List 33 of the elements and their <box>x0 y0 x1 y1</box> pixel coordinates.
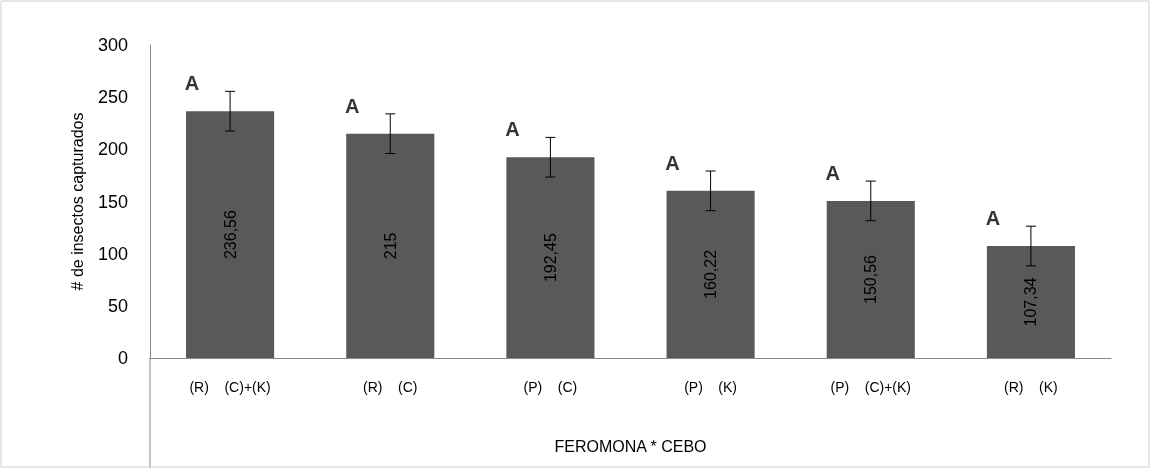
bar <box>826 200 915 358</box>
y-tick-label: 0 <box>117 348 128 368</box>
y-tick-label: 200 <box>97 139 128 160</box>
y-tick-label: 250 <box>97 87 128 108</box>
x-axis-title: FEROMONA * CEBO <box>554 437 707 455</box>
y-axis-title: # de insectos capturados <box>68 112 86 291</box>
x-tick-label: (R) (K) <box>1004 379 1058 395</box>
bar <box>346 133 435 358</box>
y-tick-label: 150 <box>97 191 128 212</box>
x-tick-label: (P) (K) <box>684 379 738 395</box>
y-tick-label: 100 <box>97 243 128 264</box>
annotation: A <box>985 207 1001 230</box>
data-label: 192,45 <box>541 233 559 283</box>
annotation: A <box>505 118 520 141</box>
y-tick-label: 300 <box>97 35 128 55</box>
data-label: 160,22 <box>702 249 720 299</box>
data-label: 215 <box>381 232 399 260</box>
data-label: 150,56 <box>862 254 880 304</box>
x-tick-label: (R) (C)+(K) <box>189 379 271 395</box>
annotation: A <box>665 152 680 175</box>
bar <box>986 246 1075 358</box>
annotation: A <box>825 162 840 185</box>
x-tick-label: (R) (C) <box>363 379 418 395</box>
x-tick-label: (P) (C)+(K) <box>830 379 911 395</box>
bar <box>666 190 755 358</box>
bar <box>186 111 275 358</box>
x-tick-label: (P) (C) <box>523 379 578 395</box>
annotation: A <box>184 72 200 95</box>
data-label: 236,56 <box>221 210 239 260</box>
data-label: 107,34 <box>1022 277 1040 327</box>
bar <box>506 157 595 358</box>
annotation: A <box>345 94 360 117</box>
y-tick-label: 50 <box>107 295 128 316</box>
